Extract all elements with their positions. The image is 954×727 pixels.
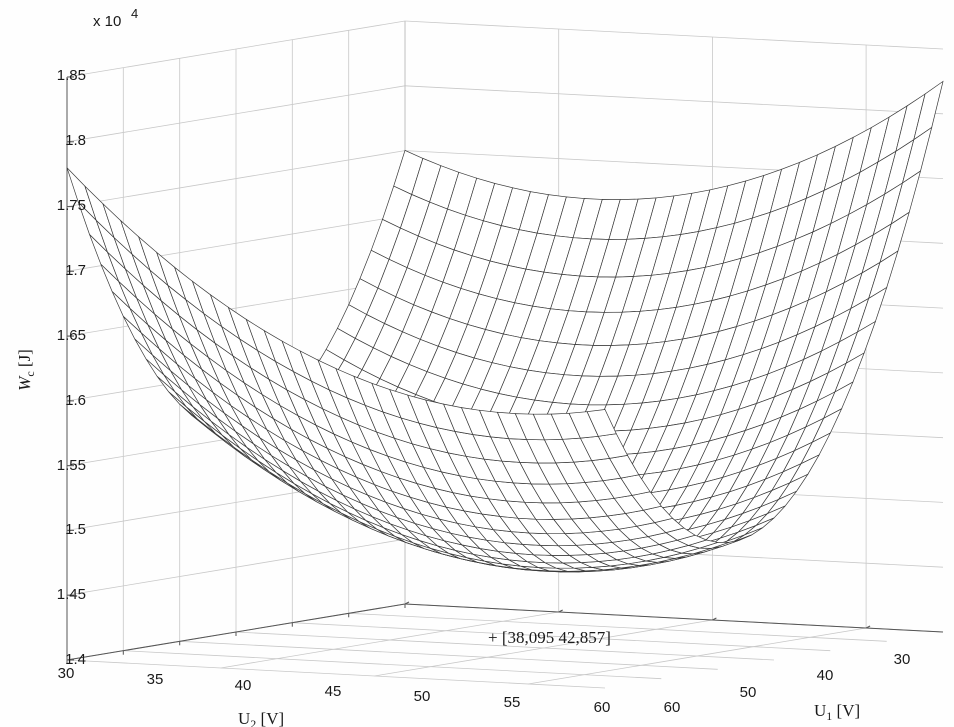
z-multiplier-exponent: 4 <box>131 6 138 21</box>
u2-tick-labels: 30 35 40 45 50 55 60 <box>58 665 611 716</box>
z-axis-label: Wc [J] <box>15 349 37 391</box>
u1-gridline <box>374 619 713 677</box>
u1-tick-labels: 30 40 50 60 <box>664 651 911 716</box>
z-tick-label: 1.6 <box>65 392 86 409</box>
u2-gridline <box>66 659 606 689</box>
surface-cell <box>586 409 617 437</box>
u2-tick-label: 45 <box>325 683 342 700</box>
u2-tick-label: 30 <box>58 665 75 682</box>
z-gridline <box>404 20 944 50</box>
z-axis-label-main: W <box>15 375 34 391</box>
z-tick-label: 1.55 <box>57 457 86 474</box>
u1-axis-label-sub: 1 <box>826 709 832 723</box>
u2-tick-label: 50 <box>414 688 431 705</box>
z-tick-label: 1.65 <box>57 327 86 344</box>
u2-axis-label-unit: [V] <box>256 709 284 727</box>
u1-tick-label: 40 <box>817 667 834 684</box>
u1-axis-label-main: U <box>814 701 826 720</box>
u1-gridline <box>528 627 867 685</box>
z-axis-label-sub: c <box>23 371 37 376</box>
u2-tick-label: 35 <box>147 671 164 688</box>
u2-gridline <box>123 650 662 680</box>
surface-mesh <box>66 80 944 573</box>
z-multiplier-base: x 10 <box>93 13 121 30</box>
u1-gridline <box>220 611 559 669</box>
z-multiplier: x 10 4 <box>93 6 138 30</box>
minimum-annotation: + [38,095 42,857] <box>488 628 611 647</box>
u2-axis-label: U2 [V] <box>238 709 284 727</box>
z-axis-label-unit: [J] <box>15 349 34 371</box>
u2-gridline <box>348 612 887 642</box>
u2-tick-label: 60 <box>594 699 611 716</box>
u1-tick-label: 50 <box>740 684 757 701</box>
u1-tick-label: 30 <box>894 651 911 668</box>
u1-tick-mark <box>558 609 563 613</box>
u1-tick-label: 60 <box>664 699 681 716</box>
u2-tick-label: 40 <box>235 677 252 694</box>
svg-text:Wc [J]: Wc [J] <box>15 349 37 391</box>
z-tick-label: 1.5 <box>65 521 86 538</box>
z-tick-labels: 1.4 1.45 1.5 1.55 1.6 1.65 1.7 1.75 1.8 … <box>57 67 86 668</box>
u2-axis-label-sub: 2 <box>250 717 256 727</box>
u1-axis-label: U1 [V] <box>814 701 860 723</box>
u2-axis-label-main: U <box>238 709 250 727</box>
z-tick-label: 1.75 <box>57 197 86 214</box>
z-tick-label: 1.7 <box>65 262 86 279</box>
z-tick-label: 1.8 <box>65 132 86 149</box>
u2-gridline <box>179 640 718 670</box>
u2-tick-label: 55 <box>504 694 521 711</box>
u1-tick-mark <box>404 601 410 605</box>
z-gridline <box>404 85 944 115</box>
u1-axis-label-unit: [V] <box>832 701 860 720</box>
u1-axis-line <box>404 603 944 633</box>
u1-tick-mark <box>865 625 871 629</box>
u2-gridline <box>292 622 831 652</box>
u2-gridline <box>235 631 775 661</box>
z-tick-label: 1.4 <box>65 651 86 668</box>
z-tick-label: 1.45 <box>57 586 86 603</box>
u1-tick-mark <box>712 617 717 621</box>
z-tick-label: 1.85 <box>57 67 86 84</box>
